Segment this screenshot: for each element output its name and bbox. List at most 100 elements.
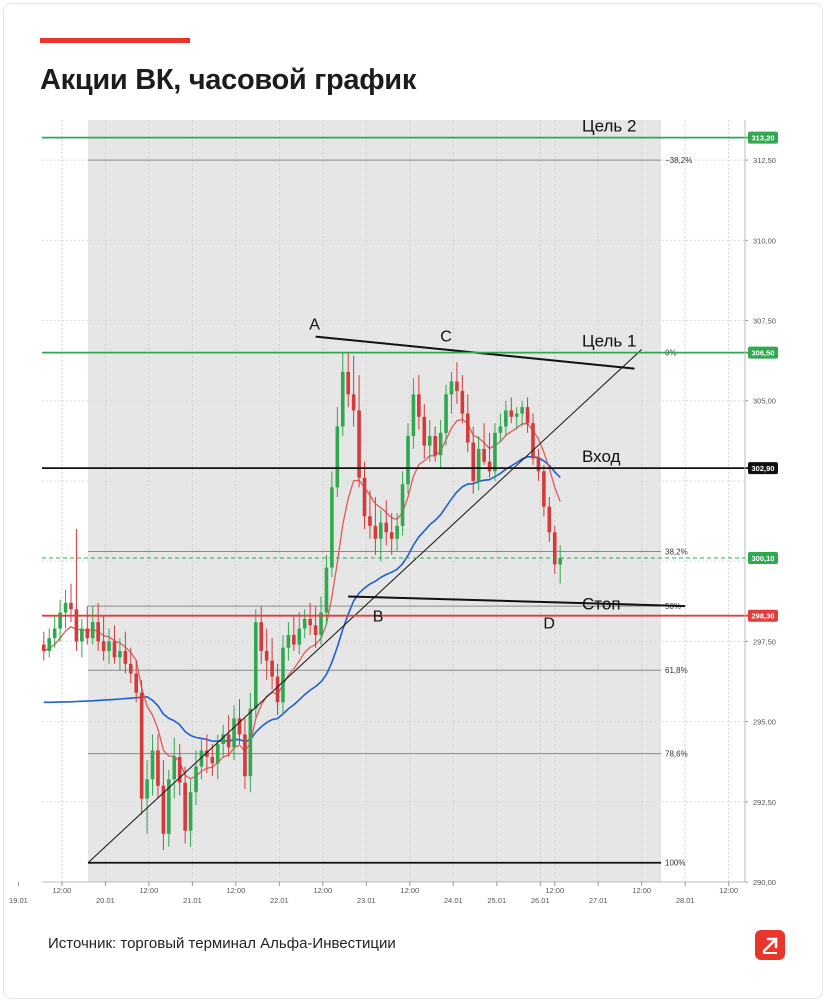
x-tick-label: 22.01 bbox=[270, 896, 289, 905]
candle bbox=[156, 734, 160, 799]
candle-body bbox=[112, 641, 117, 658]
candle-body bbox=[237, 718, 242, 735]
candle-body bbox=[286, 634, 291, 648]
candle-body bbox=[42, 644, 46, 651]
candle bbox=[237, 699, 242, 745]
candle-body bbox=[194, 766, 198, 793]
brand-logo-icon bbox=[755, 930, 785, 960]
candle bbox=[346, 352, 351, 408]
candle-body bbox=[215, 744, 220, 764]
candle-body bbox=[558, 557, 562, 565]
y-tick-label: 307,50 bbox=[753, 317, 776, 326]
candle bbox=[123, 631, 128, 674]
candle bbox=[509, 397, 514, 424]
y-tick-label: 290,00 bbox=[753, 878, 776, 887]
candle-body bbox=[340, 371, 345, 427]
level-tag-text: 300,10 bbox=[752, 554, 775, 563]
candle bbox=[47, 628, 52, 658]
ema-fast-line bbox=[43, 418, 561, 780]
y-tick-label: 297,50 bbox=[753, 637, 776, 646]
candle bbox=[183, 766, 187, 844]
candle-body bbox=[118, 650, 122, 658]
candle-body bbox=[351, 394, 356, 411]
candle bbox=[232, 705, 236, 761]
candle bbox=[243, 718, 247, 789]
x-tick-label: 12:00 bbox=[632, 886, 651, 895]
candle bbox=[482, 423, 486, 465]
candle-body bbox=[438, 432, 443, 456]
candle-body bbox=[455, 381, 459, 392]
x-tick-label: 12:00 bbox=[226, 886, 245, 895]
candle-body bbox=[52, 628, 57, 639]
candle-body bbox=[460, 391, 465, 414]
candle bbox=[80, 618, 84, 658]
candle bbox=[210, 744, 215, 777]
candle-body bbox=[509, 410, 514, 417]
candle-body bbox=[362, 477, 367, 517]
candle bbox=[476, 436, 481, 491]
fib-label: 61,8% bbox=[665, 666, 688, 675]
candle-body bbox=[128, 663, 133, 674]
candle-body bbox=[411, 394, 416, 437]
candle-body bbox=[552, 532, 557, 565]
candle bbox=[145, 760, 149, 834]
candle bbox=[444, 384, 448, 446]
candles bbox=[42, 352, 562, 850]
candle bbox=[498, 413, 503, 443]
candle-body bbox=[96, 622, 100, 642]
candle-body bbox=[85, 628, 90, 639]
candle bbox=[433, 426, 437, 462]
candle bbox=[368, 490, 372, 539]
candle-body bbox=[406, 436, 410, 485]
x-tick-label: 23.01 bbox=[357, 896, 376, 905]
candle bbox=[379, 509, 383, 562]
candle-body bbox=[536, 458, 541, 472]
level-tag bbox=[748, 346, 778, 359]
candle-body bbox=[422, 416, 427, 446]
candle bbox=[281, 634, 285, 716]
candle bbox=[438, 419, 443, 469]
candle-body bbox=[161, 785, 166, 834]
level-label: Стоп bbox=[582, 595, 621, 614]
candle bbox=[313, 606, 318, 648]
y-tick-label: 292,50 bbox=[753, 798, 776, 807]
y-axis: 290,00 292,50 295,00 297,50 305,00 307,50 310,… bbox=[745, 156, 776, 887]
candle bbox=[558, 545, 562, 584]
candle-body bbox=[101, 641, 106, 651]
candle bbox=[455, 362, 459, 404]
candle-body bbox=[47, 638, 52, 651]
point-label-d: D bbox=[543, 615, 555, 632]
candle bbox=[112, 625, 117, 664]
candle bbox=[226, 715, 231, 757]
support-line bbox=[87, 349, 643, 864]
candle bbox=[264, 628, 269, 680]
candle bbox=[90, 606, 95, 645]
candle-body bbox=[433, 436, 437, 456]
candle bbox=[460, 375, 465, 424]
accent-bar bbox=[40, 38, 190, 43]
level-tag bbox=[748, 131, 778, 144]
candle bbox=[330, 471, 334, 578]
x-tick-label: 27.01 bbox=[589, 896, 608, 905]
candle-body bbox=[471, 442, 476, 481]
point-label-c: C bbox=[440, 328, 452, 345]
candle-body bbox=[80, 628, 84, 642]
x-tick-label: 12:00 bbox=[140, 886, 159, 895]
level-label: Вход bbox=[582, 447, 621, 466]
candle bbox=[400, 471, 405, 536]
y-tick-label: 310,00 bbox=[753, 236, 776, 245]
fib-label: 100% bbox=[665, 859, 685, 868]
candle-body bbox=[444, 394, 448, 433]
candle-body bbox=[232, 718, 236, 748]
candle-body bbox=[482, 448, 486, 462]
candle bbox=[542, 464, 546, 517]
level-tag-text: 302,90 bbox=[752, 464, 775, 473]
candle-body bbox=[368, 516, 372, 526]
candle-body bbox=[417, 394, 421, 417]
candle bbox=[253, 609, 258, 719]
x-tick-label: 12:00 bbox=[313, 886, 332, 895]
candle bbox=[406, 423, 410, 494]
candle-body bbox=[253, 622, 258, 709]
candle bbox=[335, 407, 340, 497]
